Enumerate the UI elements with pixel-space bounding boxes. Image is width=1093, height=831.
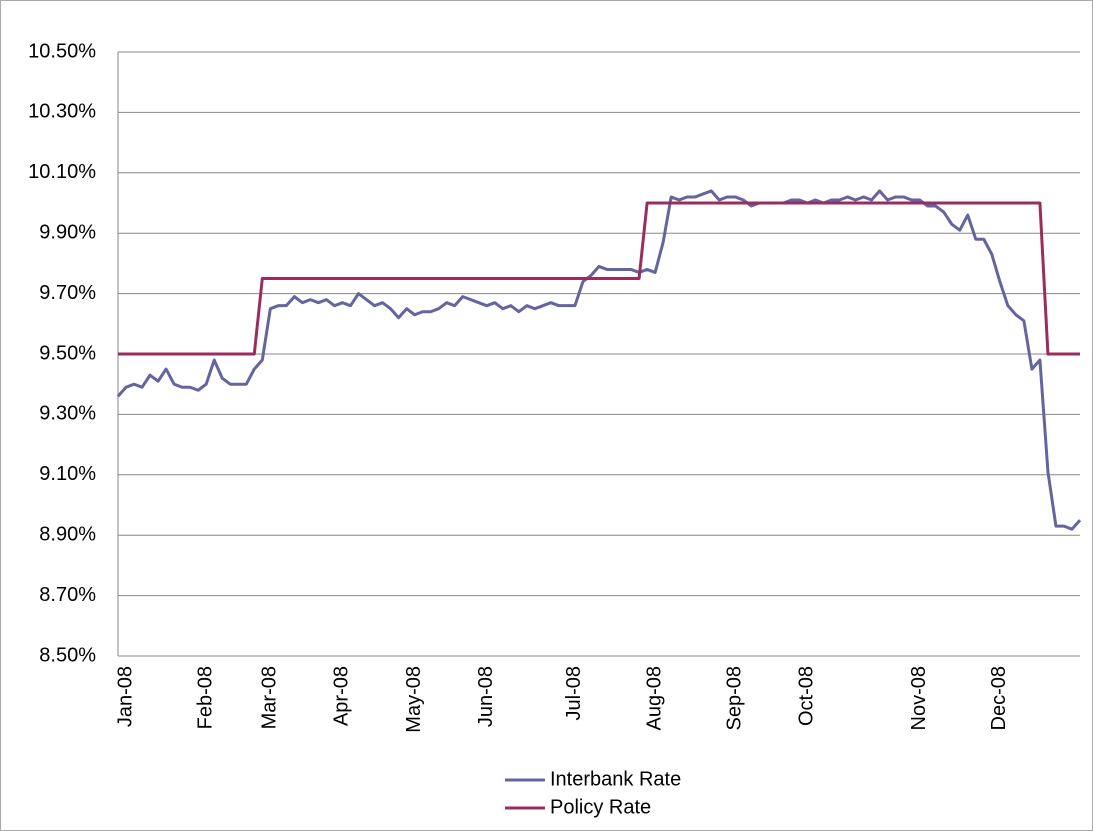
- x-tick-label: Aug-08: [643, 666, 665, 731]
- x-tick-label: Jun-08: [475, 666, 497, 727]
- series-line: [118, 201, 1080, 356]
- y-tick-label: 9.30%: [39, 403, 96, 425]
- x-tick-label: Mar-08: [259, 666, 281, 729]
- x-tick-label: Jan-08: [114, 666, 136, 727]
- x-tick-label: Dec-08: [988, 666, 1010, 730]
- x-tick-label: May-08: [403, 666, 425, 733]
- y-tick-label: 8.50%: [39, 644, 96, 666]
- y-tick-label: 9.10%: [39, 463, 96, 485]
- y-tick-label: 10.10%: [28, 161, 96, 183]
- x-tick-label: Apr-08: [331, 666, 353, 726]
- legend-label: Interbank Rate: [550, 768, 681, 790]
- legend-label: Policy Rate: [550, 796, 651, 818]
- x-tick-label: Jul-08: [563, 666, 585, 720]
- y-tick-label: 10.50%: [28, 40, 96, 62]
- x-tick-label: Feb-08: [194, 666, 216, 729]
- x-tick-label: Oct-08: [796, 666, 818, 726]
- y-tick-label: 8.90%: [39, 523, 96, 545]
- y-tick-label: 9.90%: [39, 221, 96, 243]
- y-tick-label: 9.50%: [39, 342, 96, 364]
- series-line: [116, 189, 1082, 531]
- y-tick-label: 10.30%: [28, 101, 96, 123]
- y-tick-label: 8.70%: [39, 584, 96, 606]
- y-tick-label: 9.70%: [39, 282, 96, 304]
- x-tick-label: Nov-08: [908, 666, 930, 730]
- x-tick-label: Sep-08: [724, 666, 746, 731]
